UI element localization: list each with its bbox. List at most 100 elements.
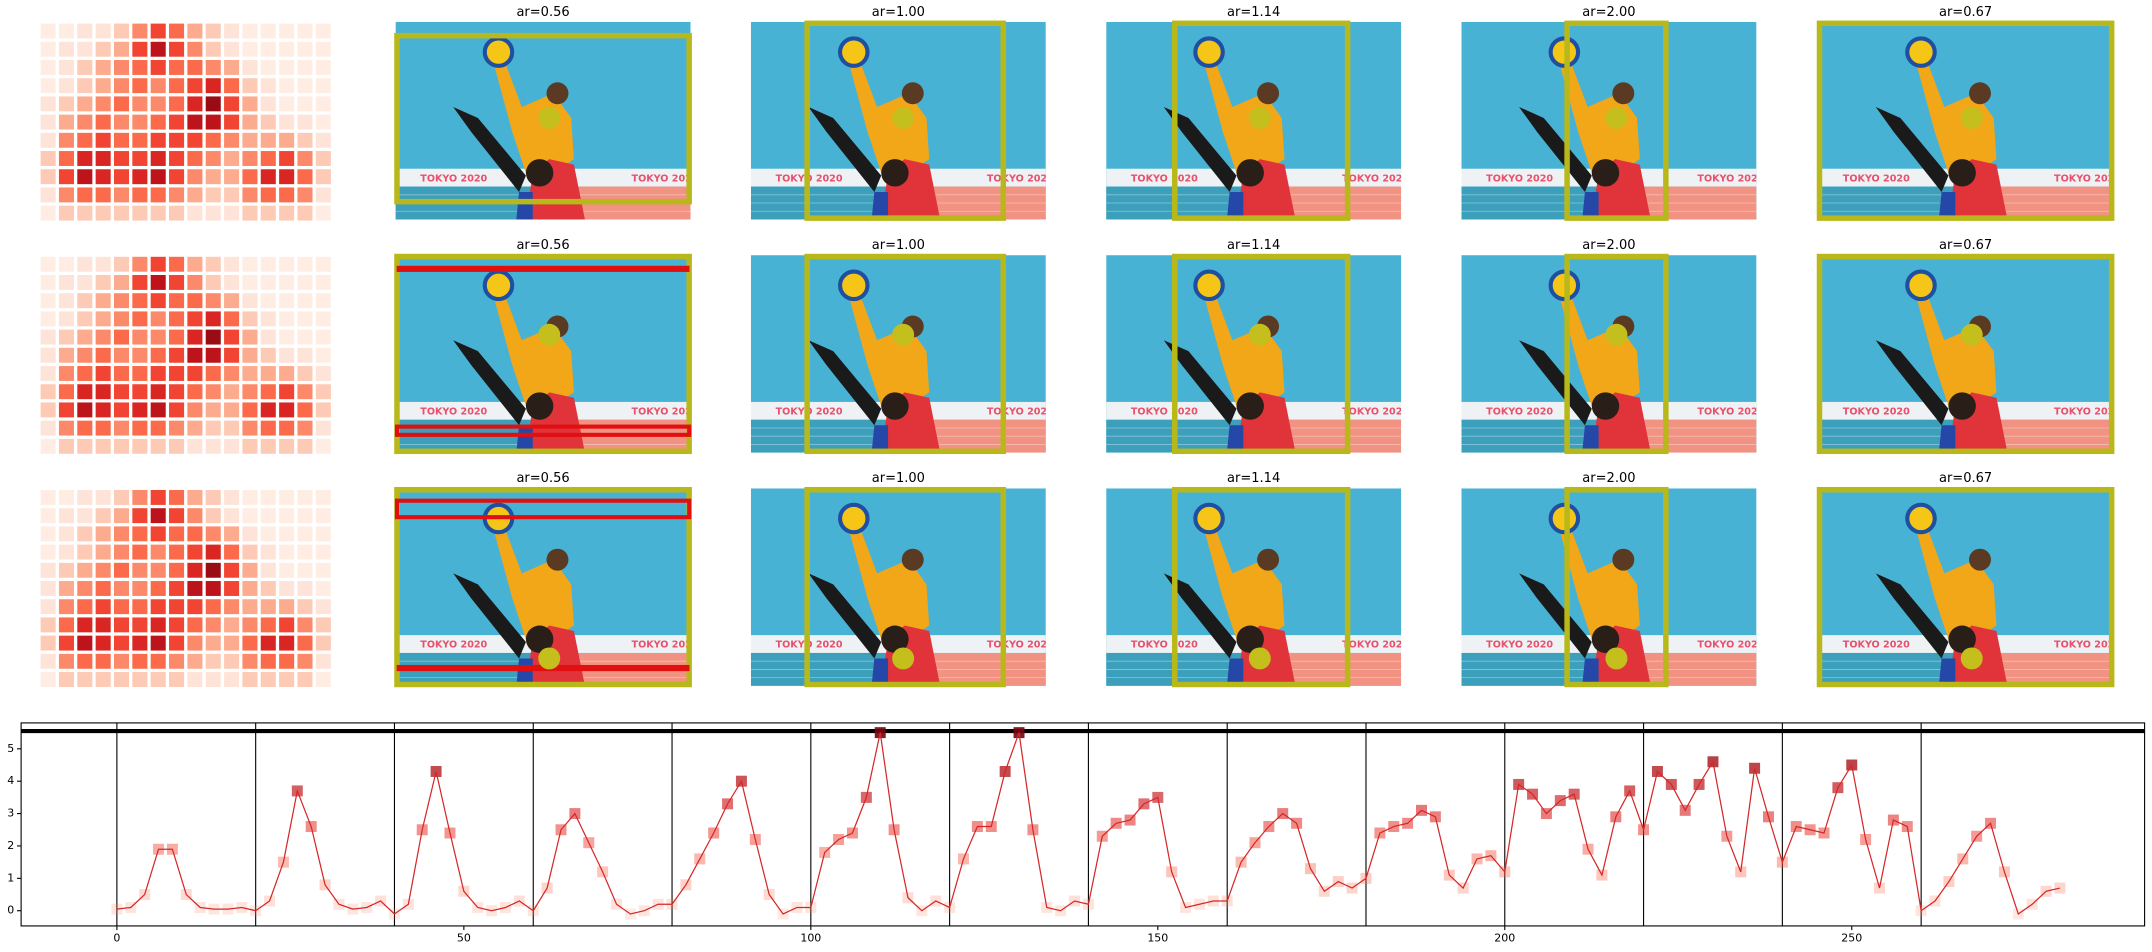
heatmap-cell [224, 151, 240, 166]
heatmap-cell [187, 60, 203, 75]
heatmap-cell [150, 366, 166, 381]
heatmap-cell [260, 489, 276, 505]
panel-title: ar=0.56 [516, 5, 569, 20]
heatmap-cell [113, 599, 130, 615]
heatmap-cell [260, 420, 276, 436]
heatmap-cell [187, 78, 203, 94]
panel-title: ar=0.56 [516, 471, 569, 486]
heatmap-cell [150, 635, 166, 651]
panel-title: ar=1.00 [872, 471, 925, 486]
heatmap-cell [187, 635, 203, 651]
heatmap-cell [95, 132, 111, 148]
heatmap-cell [297, 438, 313, 454]
heatmap-cell [260, 78, 276, 94]
heatmap-cell [169, 402, 185, 418]
heatmap-cell [113, 132, 130, 148]
image-panel [751, 486, 1054, 688]
heatmap-cell [297, 672, 313, 687]
heatmap-cell [242, 293, 258, 309]
heatmap-cell [260, 151, 276, 166]
heatmap-cell [95, 347, 111, 363]
heatmap-cell [279, 78, 295, 94]
heatmap-cell [169, 187, 185, 203]
image-panel [394, 486, 692, 688]
heatmap-cell [224, 420, 240, 436]
heatmap-cell [260, 581, 276, 596]
x-tick-label: 200 [1494, 931, 1515, 944]
heatmap-cell [77, 489, 93, 505]
image-panel [1106, 253, 1409, 455]
heatmap-cell [150, 275, 166, 290]
heatmap-cell [187, 581, 203, 596]
crop-box [804, 20, 1007, 221]
heatmap-cell [279, 635, 295, 651]
photo [1818, 255, 2121, 453]
crop-box [1816, 486, 2115, 688]
heatmap-cell [242, 599, 258, 615]
heatmap-cell [297, 205, 313, 221]
heatmap-cell [95, 526, 111, 542]
crop-box [394, 486, 692, 688]
heatmap-cell [113, 489, 130, 505]
heatmap-cell [224, 402, 240, 418]
heatmap-cell [242, 635, 258, 651]
heatmap-cell [315, 581, 331, 596]
focus-dot [892, 106, 915, 129]
heatmap-cell [260, 402, 276, 418]
heatmap-cell [242, 60, 258, 75]
heatmap-cell [187, 402, 203, 418]
heatmap-cell [260, 275, 276, 290]
focus-dot [1605, 106, 1628, 129]
heatmap-cell [132, 311, 148, 327]
heatmap-cell [77, 544, 93, 560]
heatmap-cell [58, 23, 74, 39]
heatmap-cell [150, 78, 166, 94]
heatmap-cell [187, 205, 203, 221]
heatmap-cell [95, 544, 111, 560]
heatmap-cell [224, 672, 240, 687]
heatmap-cell [58, 256, 74, 272]
heatmap-cell [260, 256, 276, 272]
heatmap-cell [187, 132, 203, 148]
heatmap-cell [297, 347, 313, 363]
heatmap-cell [260, 526, 276, 542]
heatmap-cell [150, 187, 166, 203]
red-box [394, 498, 692, 520]
heatmap-cell [315, 653, 331, 669]
heatmap-cell [187, 96, 203, 112]
heatmap-cell [58, 420, 74, 436]
heatmap-cell [58, 347, 74, 363]
heatmap-cell [279, 60, 295, 75]
heatmap-cell [58, 526, 74, 542]
heatmap-cell [315, 402, 331, 418]
focus-dot [1960, 647, 1983, 670]
heatmap-cell [150, 114, 166, 130]
heatmap-cell [169, 581, 185, 596]
panel-title: ar=1.14 [1227, 471, 1280, 486]
crop-box [804, 253, 1007, 455]
crop-box [1172, 20, 1351, 221]
focus-dot [892, 647, 915, 670]
heatmap-cell [95, 169, 111, 185]
heatmap-cell [169, 132, 185, 148]
image-panel [394, 253, 692, 455]
heatmap-cell [150, 329, 166, 345]
heatmap-cell [205, 114, 221, 130]
heatmap-cell [40, 562, 56, 578]
heatmap-cell [40, 329, 56, 345]
heatmap-cell [40, 653, 56, 669]
heatmap-cell [297, 96, 313, 112]
heatmap-cell [205, 78, 221, 94]
heatmap-cell [113, 420, 130, 436]
panel-title: ar=2.00 [1582, 471, 1635, 486]
heatmap-cell [58, 132, 74, 148]
focus-dot [892, 323, 915, 346]
heatmap-cell [150, 672, 166, 687]
heatmap-cell [297, 311, 313, 327]
heatmap-cell [242, 256, 258, 272]
crop-box [1564, 20, 1669, 221]
heatmap-cell [95, 96, 111, 112]
heatmap-cell [58, 41, 74, 57]
heatmap-cell [113, 366, 130, 381]
heatmap-cell [279, 526, 295, 542]
